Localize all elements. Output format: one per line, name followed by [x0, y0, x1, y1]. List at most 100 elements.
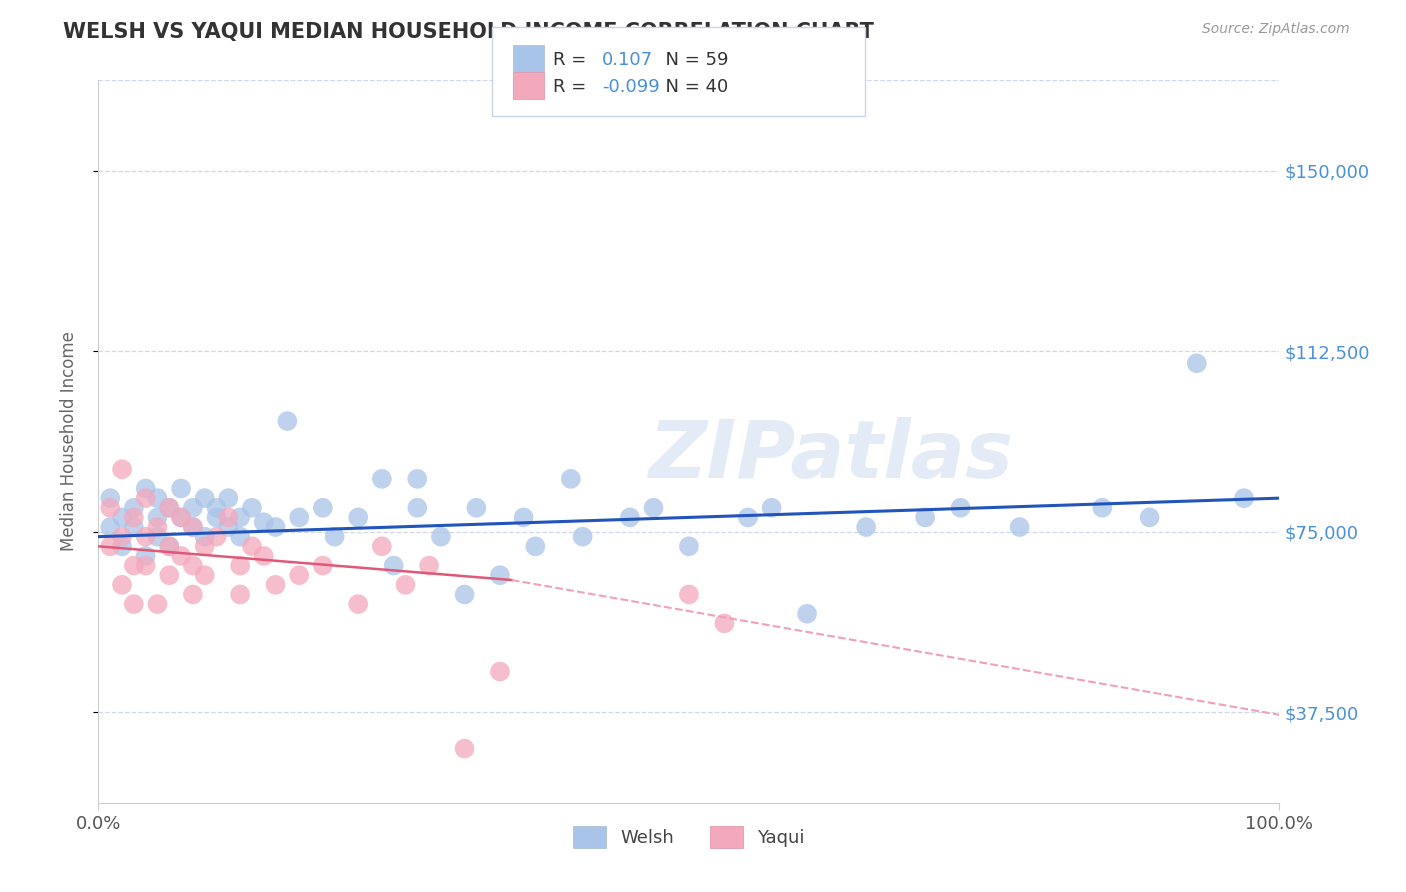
Point	[157, 539, 180, 553]
Point	[489, 568, 512, 582]
Point	[465, 500, 488, 515]
Point	[678, 587, 700, 601]
Point	[229, 530, 252, 544]
Point	[157, 500, 180, 515]
Point	[796, 607, 818, 621]
Point	[146, 597, 169, 611]
Point	[205, 500, 228, 515]
Point	[418, 558, 440, 573]
Point	[489, 665, 512, 679]
Point	[194, 568, 217, 582]
Point	[240, 539, 263, 553]
Text: R =: R =	[553, 51, 592, 69]
Point	[146, 491, 169, 505]
Point	[406, 472, 429, 486]
Point	[288, 510, 311, 524]
Text: -0.099: -0.099	[602, 78, 659, 95]
Point	[205, 530, 228, 544]
Point	[229, 587, 252, 601]
Point	[406, 500, 429, 515]
Point	[619, 510, 641, 524]
Point	[914, 510, 936, 524]
Point	[146, 510, 169, 524]
Point	[122, 558, 145, 573]
Point	[240, 500, 263, 515]
Point	[181, 520, 204, 534]
Point	[276, 414, 298, 428]
Text: 0.107: 0.107	[602, 51, 652, 69]
Point	[181, 587, 204, 601]
Point	[135, 530, 157, 544]
Point	[312, 558, 335, 573]
Point	[170, 482, 193, 496]
Point	[371, 539, 394, 553]
Point	[98, 500, 121, 515]
Point	[323, 530, 346, 544]
Point	[1139, 510, 1161, 524]
Legend: Welsh, Yaqui: Welsh, Yaqui	[567, 819, 811, 855]
Point	[170, 549, 193, 563]
Point	[111, 578, 134, 592]
Point	[264, 520, 287, 534]
Point	[135, 491, 157, 505]
Point	[382, 558, 405, 573]
Text: R =: R =	[553, 78, 592, 95]
Point	[524, 539, 547, 553]
Y-axis label: Median Household Income: Median Household Income	[59, 332, 77, 551]
Point	[560, 472, 582, 486]
Point	[122, 597, 145, 611]
Point	[737, 510, 759, 524]
Point	[855, 520, 877, 534]
Point	[181, 500, 204, 515]
Point	[122, 520, 145, 534]
Point	[253, 515, 276, 529]
Text: Source: ZipAtlas.com: Source: ZipAtlas.com	[1202, 22, 1350, 37]
Point	[170, 510, 193, 524]
Point	[453, 587, 475, 601]
Point	[181, 520, 204, 534]
Text: WELSH VS YAQUI MEDIAN HOUSEHOLD INCOME CORRELATION CHART: WELSH VS YAQUI MEDIAN HOUSEHOLD INCOME C…	[63, 22, 875, 42]
Point	[205, 510, 228, 524]
Text: N = 40: N = 40	[654, 78, 728, 95]
Point	[264, 578, 287, 592]
Point	[111, 530, 134, 544]
Point	[1091, 500, 1114, 515]
Point	[678, 539, 700, 553]
Point	[512, 510, 534, 524]
Point	[181, 558, 204, 573]
Point	[98, 539, 121, 553]
Point	[1008, 520, 1031, 534]
Point	[371, 472, 394, 486]
Point	[98, 491, 121, 505]
Point	[217, 520, 239, 534]
Point	[146, 530, 169, 544]
Point	[122, 510, 145, 524]
Point	[135, 549, 157, 563]
Text: ZIPatlas: ZIPatlas	[648, 417, 1014, 495]
Point	[453, 741, 475, 756]
Point	[111, 462, 134, 476]
Point	[98, 520, 121, 534]
Text: N = 59: N = 59	[654, 51, 728, 69]
Point	[111, 539, 134, 553]
Point	[643, 500, 665, 515]
Point	[1233, 491, 1256, 505]
Point	[571, 530, 593, 544]
Point	[170, 510, 193, 524]
Point	[394, 578, 416, 592]
Point	[253, 549, 276, 563]
Point	[761, 500, 783, 515]
Point	[157, 500, 180, 515]
Point	[157, 539, 180, 553]
Point	[288, 568, 311, 582]
Point	[217, 510, 239, 524]
Point	[1185, 356, 1208, 370]
Point	[229, 510, 252, 524]
Point	[229, 558, 252, 573]
Point	[135, 558, 157, 573]
Point	[312, 500, 335, 515]
Point	[713, 616, 735, 631]
Point	[194, 491, 217, 505]
Point	[194, 539, 217, 553]
Point	[194, 530, 217, 544]
